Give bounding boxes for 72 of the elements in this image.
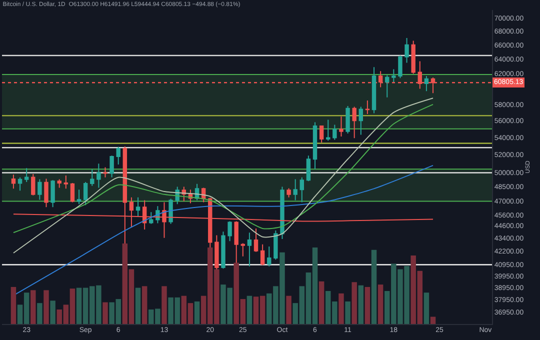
bar: [44, 290, 49, 324]
candlestick: [404, 37, 409, 64]
candlestick: [372, 66, 376, 114]
bar: [424, 292, 430, 324]
candlestick: [358, 106, 363, 136]
candlestick: [168, 198, 173, 224]
candlestick: [103, 166, 108, 178]
candlestick: [306, 155, 311, 182]
bar: [430, 316, 436, 324]
bar: [50, 300, 56, 324]
bar: [345, 301, 350, 324]
candlestick: [254, 228, 258, 252]
candlestick: [70, 182, 75, 203]
candlestick: [24, 168, 29, 183]
candlestick: [267, 246, 272, 267]
candlestick: [385, 74, 390, 98]
bar: [102, 302, 108, 324]
candlestick: [76, 189, 82, 205]
bar: [162, 286, 167, 324]
candlestick: [326, 119, 330, 142]
candlestick: [11, 174, 16, 190]
candlestick: [90, 168, 94, 186]
bar: [135, 288, 141, 324]
bar: [142, 286, 148, 324]
bar: [30, 290, 36, 324]
bar: [352, 282, 357, 324]
bar: [318, 281, 324, 324]
bar: [246, 296, 252, 324]
candlestick: [332, 124, 337, 140]
candlestick: [398, 55, 402, 79]
candlestick: [247, 232, 252, 267]
candlestick: [221, 231, 226, 270]
candlestick: [346, 106, 350, 134]
candlestick: [50, 180, 55, 208]
candlestick: [136, 196, 140, 217]
candlestick: [300, 176, 304, 203]
bar: [338, 293, 344, 324]
candlestick: [392, 68, 396, 82]
candlestick: [83, 182, 88, 206]
candlestick: [365, 100, 370, 115]
candlestick: [110, 155, 114, 178]
candlestick: [18, 176, 22, 192]
bar: [364, 286, 370, 324]
bar: [37, 303, 42, 324]
candlestick: [31, 173, 36, 196]
candlestick: [424, 75, 429, 92]
candlestick: [38, 178, 42, 200]
bar: [371, 250, 377, 324]
candlestick: [411, 40, 416, 74]
bar: [358, 285, 364, 324]
candlestick: [339, 116, 344, 137]
candlestick: [96, 163, 101, 188]
bar: [194, 301, 200, 324]
candlestick: [286, 188, 291, 198]
candlestick: [44, 178, 48, 208]
candlestick: [274, 230, 278, 260]
bar: [286, 296, 292, 324]
line-series: [12, 98, 434, 254]
candlestick: [149, 212, 154, 224]
candlestick: [280, 186, 284, 240]
candlestick: [64, 175, 68, 190]
candlestick: [293, 178, 298, 201]
candlestick: [312, 122, 318, 170]
candlestick: [240, 242, 246, 257]
candlestick: [57, 178, 62, 188]
candlestick: [116, 146, 120, 166]
bar: [378, 284, 384, 324]
candlestick: [352, 106, 356, 139]
candlestick: [228, 220, 232, 242]
candlestick: [260, 244, 265, 266]
bar: [10, 286, 16, 324]
candlestick: [319, 125, 324, 143]
